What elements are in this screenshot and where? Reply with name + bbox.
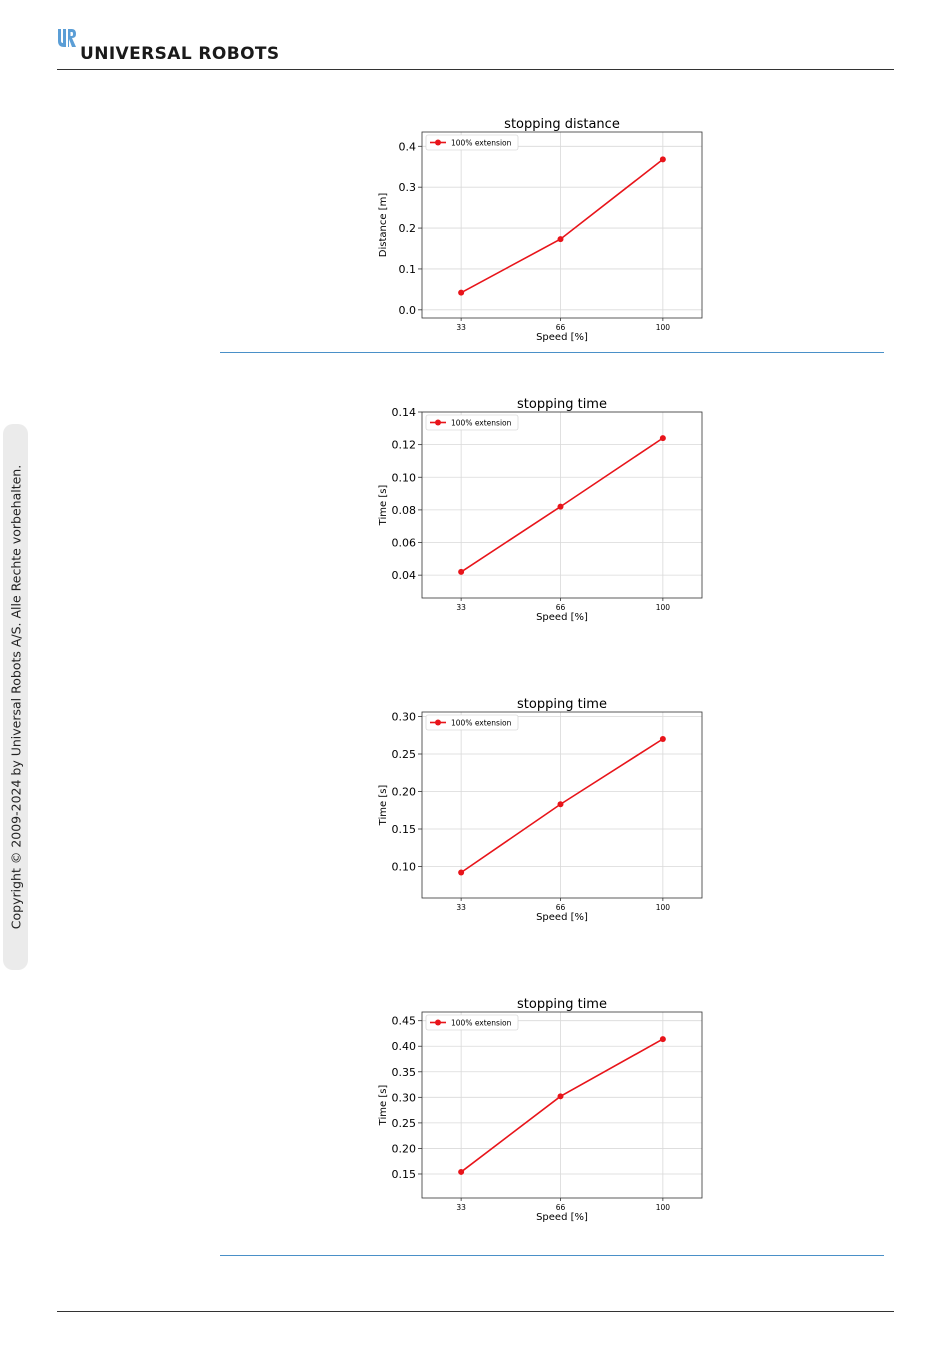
- y-axis-label: Time [s]: [378, 785, 389, 827]
- chart-stopping-distance: stopping distance 0.0 0.1 0.2 0.3 0.4 33 66 100 S…: [378, 117, 703, 343]
- y-tick-label: 0.10: [392, 471, 417, 484]
- legend-label: 100% extension: [451, 719, 512, 728]
- legend-box: [425, 134, 519, 151]
- copyright-text: Copyright © 2009-2024 by Universal Robot…: [8, 464, 24, 930]
- chart-title: stopping time: [517, 997, 607, 1012]
- plot-frame: [421, 411, 703, 599]
- chart-stopping-time-2: stopping time 0.10 0.15 0.20 0.25 0.30 33 66 100…: [378, 697, 703, 923]
- y-tick-label: 0.35: [392, 1066, 417, 1079]
- y-tick-label: 0.4: [399, 140, 417, 153]
- legend-box: [425, 1014, 519, 1031]
- ur-logo-icon: [58, 29, 76, 47]
- y-tick-label: 0.40: [392, 1040, 417, 1053]
- y-tick-label: 0.10: [392, 861, 417, 874]
- plot-frame: [421, 711, 703, 899]
- y-tick-label: 0.15: [392, 1168, 417, 1181]
- y-tick-label: 0.25: [392, 748, 417, 761]
- legend-marker: [435, 419, 441, 426]
- plot-frame: [421, 1011, 703, 1199]
- data-point: [557, 236, 564, 243]
- legend-marker: [435, 139, 441, 146]
- x-tick-label: 33: [456, 323, 466, 332]
- page-header: UNIVERSAL ROBOTS: [0, 0, 950, 72]
- data-point: [458, 568, 465, 575]
- footer-divider: [57, 1311, 894, 1312]
- x-tick-label: 100: [656, 603, 671, 612]
- y-axis-label: Time [s]: [378, 1085, 389, 1127]
- y-tick-label: 0.1: [399, 263, 417, 276]
- y-tick-label: 0.20: [392, 786, 417, 799]
- legend-label: 100% extension: [451, 419, 512, 428]
- y-tick-label: 0.20: [392, 1142, 417, 1155]
- x-tick-label: 33: [456, 1203, 466, 1212]
- section-separator: [220, 352, 884, 353]
- y-tick-label: 0.06: [392, 537, 417, 550]
- x-tick-label: 33: [456, 603, 466, 612]
- legend-label: 100% extension: [451, 1019, 512, 1028]
- y-tick-label: 0.2: [399, 222, 417, 235]
- x-axis-label: Speed [%]: [536, 1212, 588, 1223]
- x-tick-label: 66: [556, 603, 566, 612]
- data-point: [659, 156, 666, 163]
- x-tick-label: 100: [656, 1203, 671, 1212]
- logo-text: UNIVERSAL ROBOTS: [80, 44, 280, 64]
- x-axis-label: Speed [%]: [536, 912, 588, 923]
- y-tick-label: 0.3: [399, 181, 417, 194]
- y-tick-label: 0.25: [392, 1117, 417, 1130]
- section-separator: [220, 1255, 884, 1256]
- y-tick-label: 0.45: [392, 1015, 417, 1028]
- plot-frame: [421, 131, 703, 319]
- legend-box: [425, 714, 519, 731]
- y-tick-label: 0.30: [392, 711, 417, 724]
- data-point: [557, 1093, 564, 1100]
- x-tick-label: 66: [556, 323, 566, 332]
- data-point: [458, 869, 465, 876]
- data-point: [458, 1168, 465, 1175]
- x-tick-label: 33: [456, 903, 466, 912]
- y-axis-label: Time [s]: [378, 485, 389, 527]
- data-point: [659, 435, 666, 442]
- legend-marker: [435, 1019, 441, 1026]
- legend-marker: [435, 719, 441, 726]
- chart-title: stopping time: [517, 697, 607, 712]
- chart-stopping-time-3: stopping time 0.15 0.20 0.25 0.30 0.35 0.40 0.4…: [378, 997, 703, 1223]
- legend: 100% extension: [425, 714, 519, 731]
- x-tick-label: 66: [556, 1203, 566, 1212]
- x-axis-label: Speed [%]: [536, 612, 588, 623]
- chart-title: stopping distance: [504, 117, 620, 132]
- y-tick-label: 0.12: [392, 439, 417, 452]
- plot-background: [422, 132, 702, 318]
- legend-box: [425, 414, 519, 431]
- y-tick-label: 0.15: [392, 823, 417, 836]
- legend: 100% extension: [425, 134, 519, 151]
- y-tick-label: 0.30: [392, 1091, 417, 1104]
- copyright-sidebar: [3, 424, 28, 970]
- data-point: [458, 289, 465, 296]
- x-tick-label: 100: [656, 323, 671, 332]
- x-tick-label: 66: [556, 903, 566, 912]
- y-tick-label: 0.08: [392, 504, 417, 517]
- data-point: [557, 503, 564, 510]
- data-point: [659, 1036, 666, 1043]
- y-tick-label: 0.04: [392, 569, 417, 582]
- x-axis-label: Speed [%]: [536, 332, 588, 343]
- y-tick-label: 0.14: [392, 406, 417, 419]
- data-point: [557, 801, 564, 808]
- x-tick-label: 100: [656, 903, 671, 912]
- chart-stopping-time-1: stopping time 0.04 0.06 0.08 0.10 0.12 0.14 33 6…: [378, 397, 703, 623]
- legend: 100% extension: [425, 414, 519, 431]
- chart-title: stopping time: [517, 397, 607, 412]
- legend: 100% extension: [425, 1014, 519, 1031]
- y-tick-label: 0.0: [399, 304, 417, 317]
- data-point: [659, 736, 666, 742]
- y-axis-label: Distance [m]: [378, 193, 389, 258]
- legend-label: 100% extension: [451, 139, 512, 148]
- header-divider: [57, 69, 894, 70]
